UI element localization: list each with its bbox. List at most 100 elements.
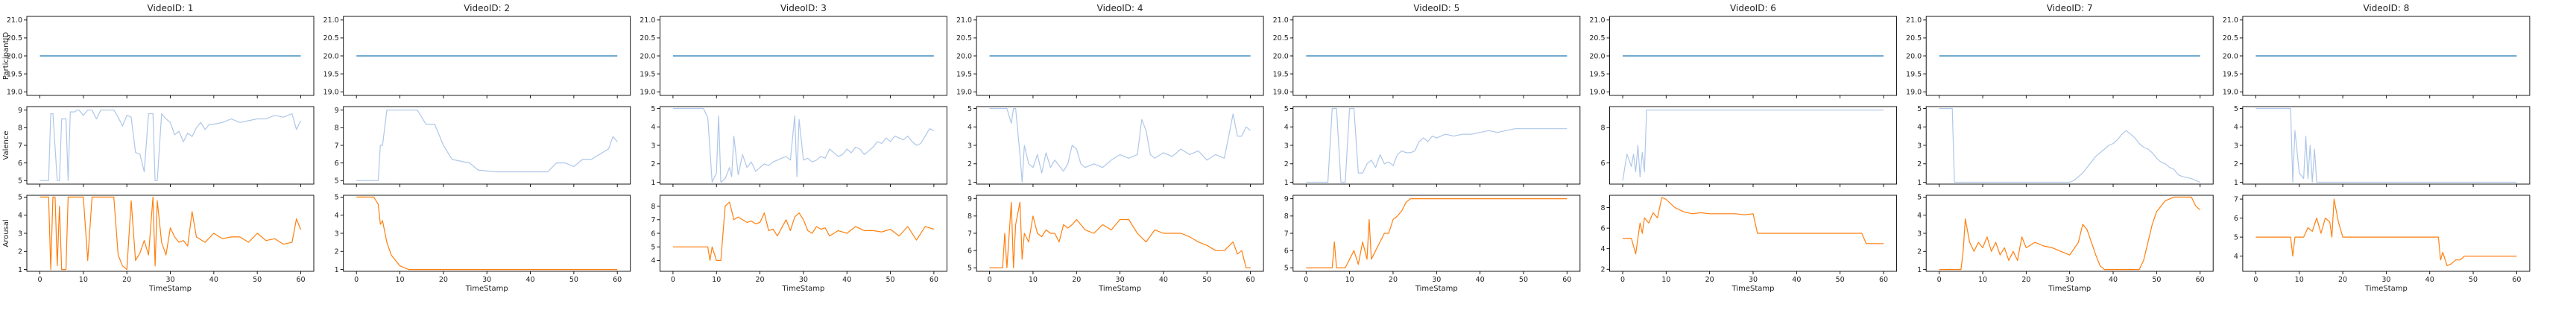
y-tick-label: 20.5 [323,34,339,42]
y-tick-label: 2 [1284,160,1289,168]
y-tick-label: 21.0 [7,16,22,25]
x-tick-label: 10 [2295,276,2304,284]
arousal-line-video-8 [2255,198,2517,266]
x-tick-label: 20 [1389,276,1398,284]
arousal-axes-frame-2 [343,195,631,272]
y-tick-label: 4 [1917,124,1922,132]
x-axis-label-2: TimeStamp [465,285,508,293]
y-tick-label: 4 [1284,124,1289,132]
x-tick-label: 50 [2152,276,2161,284]
y-tick-label: 8 [967,212,972,221]
x-axis-label-8: TimeStamp [2364,285,2408,293]
x-tick-label: 60 [296,276,305,284]
y-tick-label: 4 [335,212,339,220]
x-tick-label: 30 [1432,276,1441,284]
y-tick-label: 5 [18,194,22,202]
x-tick-label: 40 [842,276,851,284]
y-tick-label: 6 [2234,215,2238,223]
x-tick-label: 0 [1620,276,1625,284]
x-tick-label: 40 [525,276,534,284]
y-tick-label: 21.0 [2223,16,2238,25]
y-tick-label: 20.5 [2223,34,2238,42]
y-tick-label: 2 [967,160,972,168]
y-tick-label: 2 [2234,160,2238,168]
x-tick-label: 0 [2253,276,2258,284]
y-tick-label: 2 [651,160,655,168]
y-tick-label: 20.5 [1589,34,1605,42]
y-tick-label: 5 [335,177,339,186]
x-tick-label: 0 [1937,276,1942,284]
y-tick-label: 19.5 [640,70,655,78]
column-title-1: VideoID: 1 [148,3,194,13]
y-tick-label: 21.0 [956,16,972,25]
arousal-line-video-4 [989,201,1251,268]
y-tick-label: 20.0 [640,52,655,60]
x-tick-label: 30 [2381,276,2390,284]
x-tick-label: 20 [1072,276,1081,284]
y-tick-label: 1 [2234,179,2238,187]
x-tick-label: 60 [613,276,622,284]
y-tick-label: 1 [18,266,22,274]
x-tick-label: 50 [253,276,262,284]
x-axis-label-3: TimeStamp [781,285,824,293]
x-tick-label: 60 [2196,276,2205,284]
y-tick-label: 6 [1600,160,1605,168]
y-tick-label: 6 [335,160,339,168]
y-tick-label: 21.0 [323,16,339,25]
column-title-8: VideoID: 8 [2363,3,2409,13]
y-tick-label: 21.0 [1906,16,1922,25]
y-tick-label: 7 [1284,230,1289,238]
x-tick-label: 10 [1978,276,1987,284]
y-tick-label: 5 [2234,233,2238,242]
column-title-7: VideoID: 7 [2047,3,2093,13]
y-tick-label: 5 [967,265,972,273]
y-tick-label: 6 [967,247,972,255]
x-tick-label: 50 [1202,276,1211,284]
y-tick-label: 2 [335,248,339,256]
y-tick-label: 5 [1284,265,1289,273]
y-tick-label: 8 [18,124,22,133]
x-tick-label: 50 [569,276,578,284]
x-tick-label: 50 [1519,276,1528,284]
y-tick-label: 3 [335,230,339,238]
valence-axes-frame-4 [976,106,1264,185]
y-tick-label: 7 [18,142,22,150]
valence-axes-frame-6 [1609,106,1897,185]
y-tick-label: 19.5 [1273,70,1289,78]
x-axis-label-1: TimeStamp [148,285,192,293]
y-tick-label: 9 [1284,195,1289,203]
y-tick-label: 19.5 [1906,70,1922,78]
y-tick-label: 6 [651,230,655,238]
arousal-axes-frame-3 [659,195,947,272]
x-tick-label: 10 [1661,276,1670,284]
y-tick-label: 4 [1917,212,1922,220]
x-tick-label: 10 [712,276,721,284]
x-tick-label: 0 [37,276,42,284]
y-tick-label: 20.0 [1273,52,1289,60]
y-tick-label: 19.0 [7,88,22,96]
y-tick-label: 1 [967,179,972,187]
y-tick-label: 20.0 [7,52,22,60]
x-tick-label: 0 [988,276,992,284]
y-tick-label: 4 [2234,124,2238,132]
y-tick-label: 5 [651,105,655,113]
x-tick-label: 10 [1029,276,1038,284]
y-tick-label: 20.0 [1906,52,1922,60]
y-tick-label: 9 [18,107,22,115]
x-tick-label: 30 [482,276,491,284]
x-axis-label-4: TimeStamp [1098,285,1141,293]
y-tick-label: 19.0 [1906,88,1922,96]
y-tick-label: 19.0 [323,88,339,96]
y-tick-label: 8 [1600,124,1605,133]
y-tick-label: 3 [651,142,655,150]
y-tick-label: 3 [1917,230,1922,238]
y-tick-label: 4 [18,212,22,220]
x-tick-label: 20 [1705,276,1714,284]
y-tick-label: 2 [1600,266,1605,274]
arousal-axes-frame-7 [1925,195,2214,272]
x-tick-label: 10 [395,276,404,284]
participant-y-axis-label: ParticipantID [2,32,10,80]
x-tick-label: 60 [1246,276,1255,284]
y-tick-label: 4 [2234,253,2238,261]
y-tick-label: 8 [1600,204,1605,212]
